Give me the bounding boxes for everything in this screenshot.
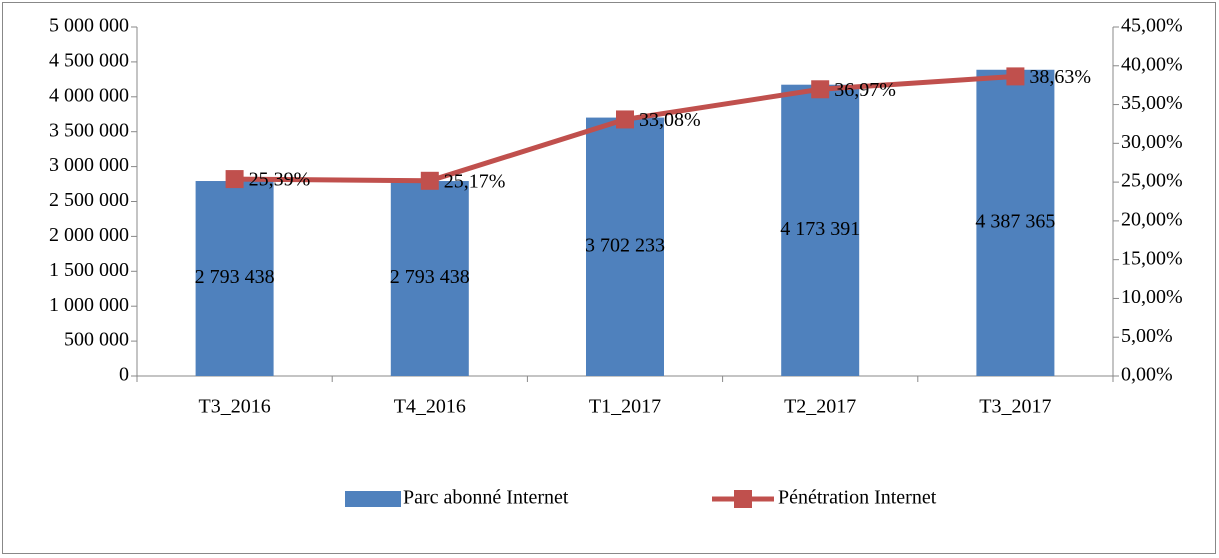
y-tick-label: 500 000: [64, 329, 129, 351]
line-marker: [225, 170, 244, 189]
y-tick-label: 1 000 000: [49, 294, 129, 316]
y-tick-label: 5 000 000: [49, 15, 129, 37]
legend-label: Parc abonné Internet: [403, 487, 569, 509]
y2-tick-label: 20,00%: [1121, 208, 1183, 230]
bar-value-label: 3 702 233: [585, 234, 665, 256]
line-value-label: 25,39%: [249, 169, 311, 191]
y2-tick-label: 15,00%: [1121, 247, 1183, 269]
legend-label: Pénétration Internet: [778, 487, 937, 509]
bar-value-label: 4 173 391: [780, 218, 860, 240]
bar-value-label: 2 793 438: [390, 266, 470, 288]
bar-value-label: 2 793 438: [195, 266, 275, 288]
y-tick-label: 4 500 000: [49, 49, 129, 71]
line-value-label: 38,63%: [1029, 66, 1091, 88]
x-tick-label: T1_2017: [589, 396, 661, 418]
y2-tick-label: 35,00%: [1121, 92, 1183, 114]
y2-tick-label: 25,00%: [1121, 170, 1183, 192]
line-value-label: 36,97%: [834, 79, 896, 101]
line-value-label: 25,17%: [444, 170, 506, 192]
x-tick-label: T4_2016: [394, 396, 466, 418]
y2-tick-label: 0,00%: [1121, 364, 1173, 386]
x-tick-label: T3_2016: [198, 396, 270, 418]
y2-tick-label: 45,00%: [1121, 15, 1183, 37]
y-tick-label: 3 500 000: [49, 119, 129, 141]
line-marker: [420, 171, 439, 190]
bar: [976, 69, 1055, 376]
y-tick-label: 1 500 000: [49, 259, 129, 281]
y-tick-label: 4 000 000: [49, 84, 129, 106]
line-value-label: 33,08%: [639, 109, 701, 131]
legend-marker: [734, 490, 752, 508]
y2-tick-label: 30,00%: [1121, 131, 1183, 153]
y2-tick-label: 5,00%: [1121, 325, 1173, 347]
line-marker: [616, 110, 634, 129]
y-tick-label: 3 000 000: [49, 154, 129, 176]
line-marker: [1006, 67, 1025, 86]
y2-tick-label: 40,00%: [1121, 53, 1183, 75]
bar-value-label: 4 387 365: [975, 210, 1055, 232]
y-tick-label: 2 000 000: [49, 224, 129, 246]
bar: [586, 117, 664, 376]
bar: [781, 84, 860, 376]
x-tick-label: T3_2017: [979, 396, 1051, 418]
line-marker: [811, 80, 830, 99]
bar: [195, 181, 274, 376]
bar: [390, 181, 469, 376]
y2-tick-label: 10,00%: [1121, 286, 1183, 308]
y-tick-label: 0: [119, 364, 129, 386]
y-tick-label: 2 500 000: [49, 189, 129, 211]
x-tick-label: T2_2017: [784, 396, 856, 418]
legend-swatch: [345, 491, 401, 507]
